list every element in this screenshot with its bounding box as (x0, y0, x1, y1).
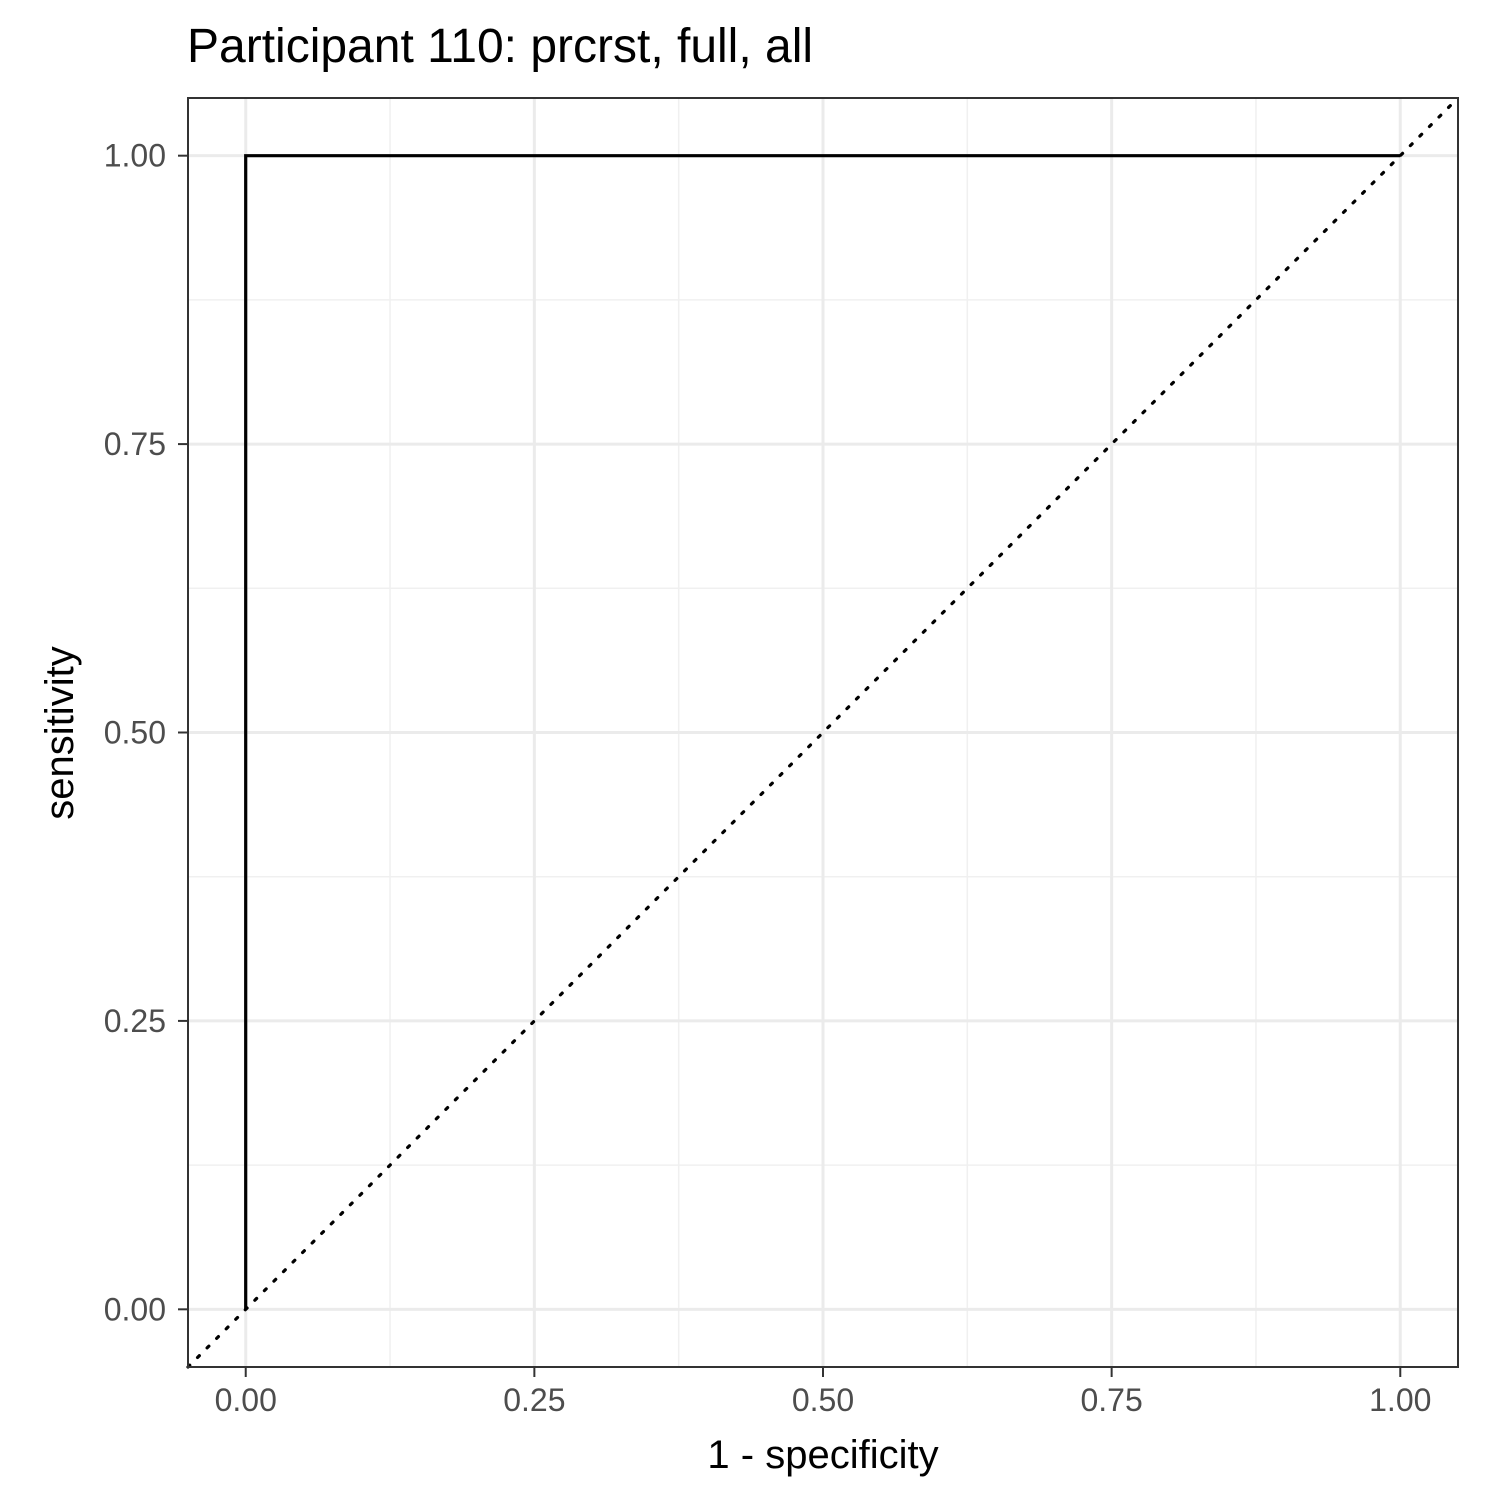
x-tick-label: 0.50 (792, 1382, 854, 1418)
y-tick-label: 1.00 (104, 138, 166, 174)
y-axis-title: sensitivity (38, 646, 82, 819)
x-axis: 0.00 0.25 0.50 0.75 1.00 (215, 1367, 1431, 1418)
x-tick-label: 1.00 (1369, 1382, 1431, 1418)
y-tick-label: 0.25 (104, 1003, 166, 1039)
chart-title: Participant 110: prcrst, full, all (187, 20, 813, 73)
y-tick-label: 0.00 (104, 1291, 166, 1327)
reference-diagonal-line (186, 96, 1460, 1369)
x-tick-label: 0.00 (215, 1382, 277, 1418)
roc-curve-line (244, 154, 1401, 1310)
y-axis: 0.00 0.25 0.50 0.75 1.00 (104, 138, 188, 1327)
y-tick-label: 0.75 (104, 426, 166, 462)
x-tick-label: 0.25 (503, 1382, 565, 1418)
x-tick-label: 0.75 (1080, 1382, 1142, 1418)
x-axis-title: 1 - specificity (707, 1433, 938, 1477)
series-layer (186, 96, 1460, 1369)
y-tick-label: 0.50 (104, 715, 166, 751)
